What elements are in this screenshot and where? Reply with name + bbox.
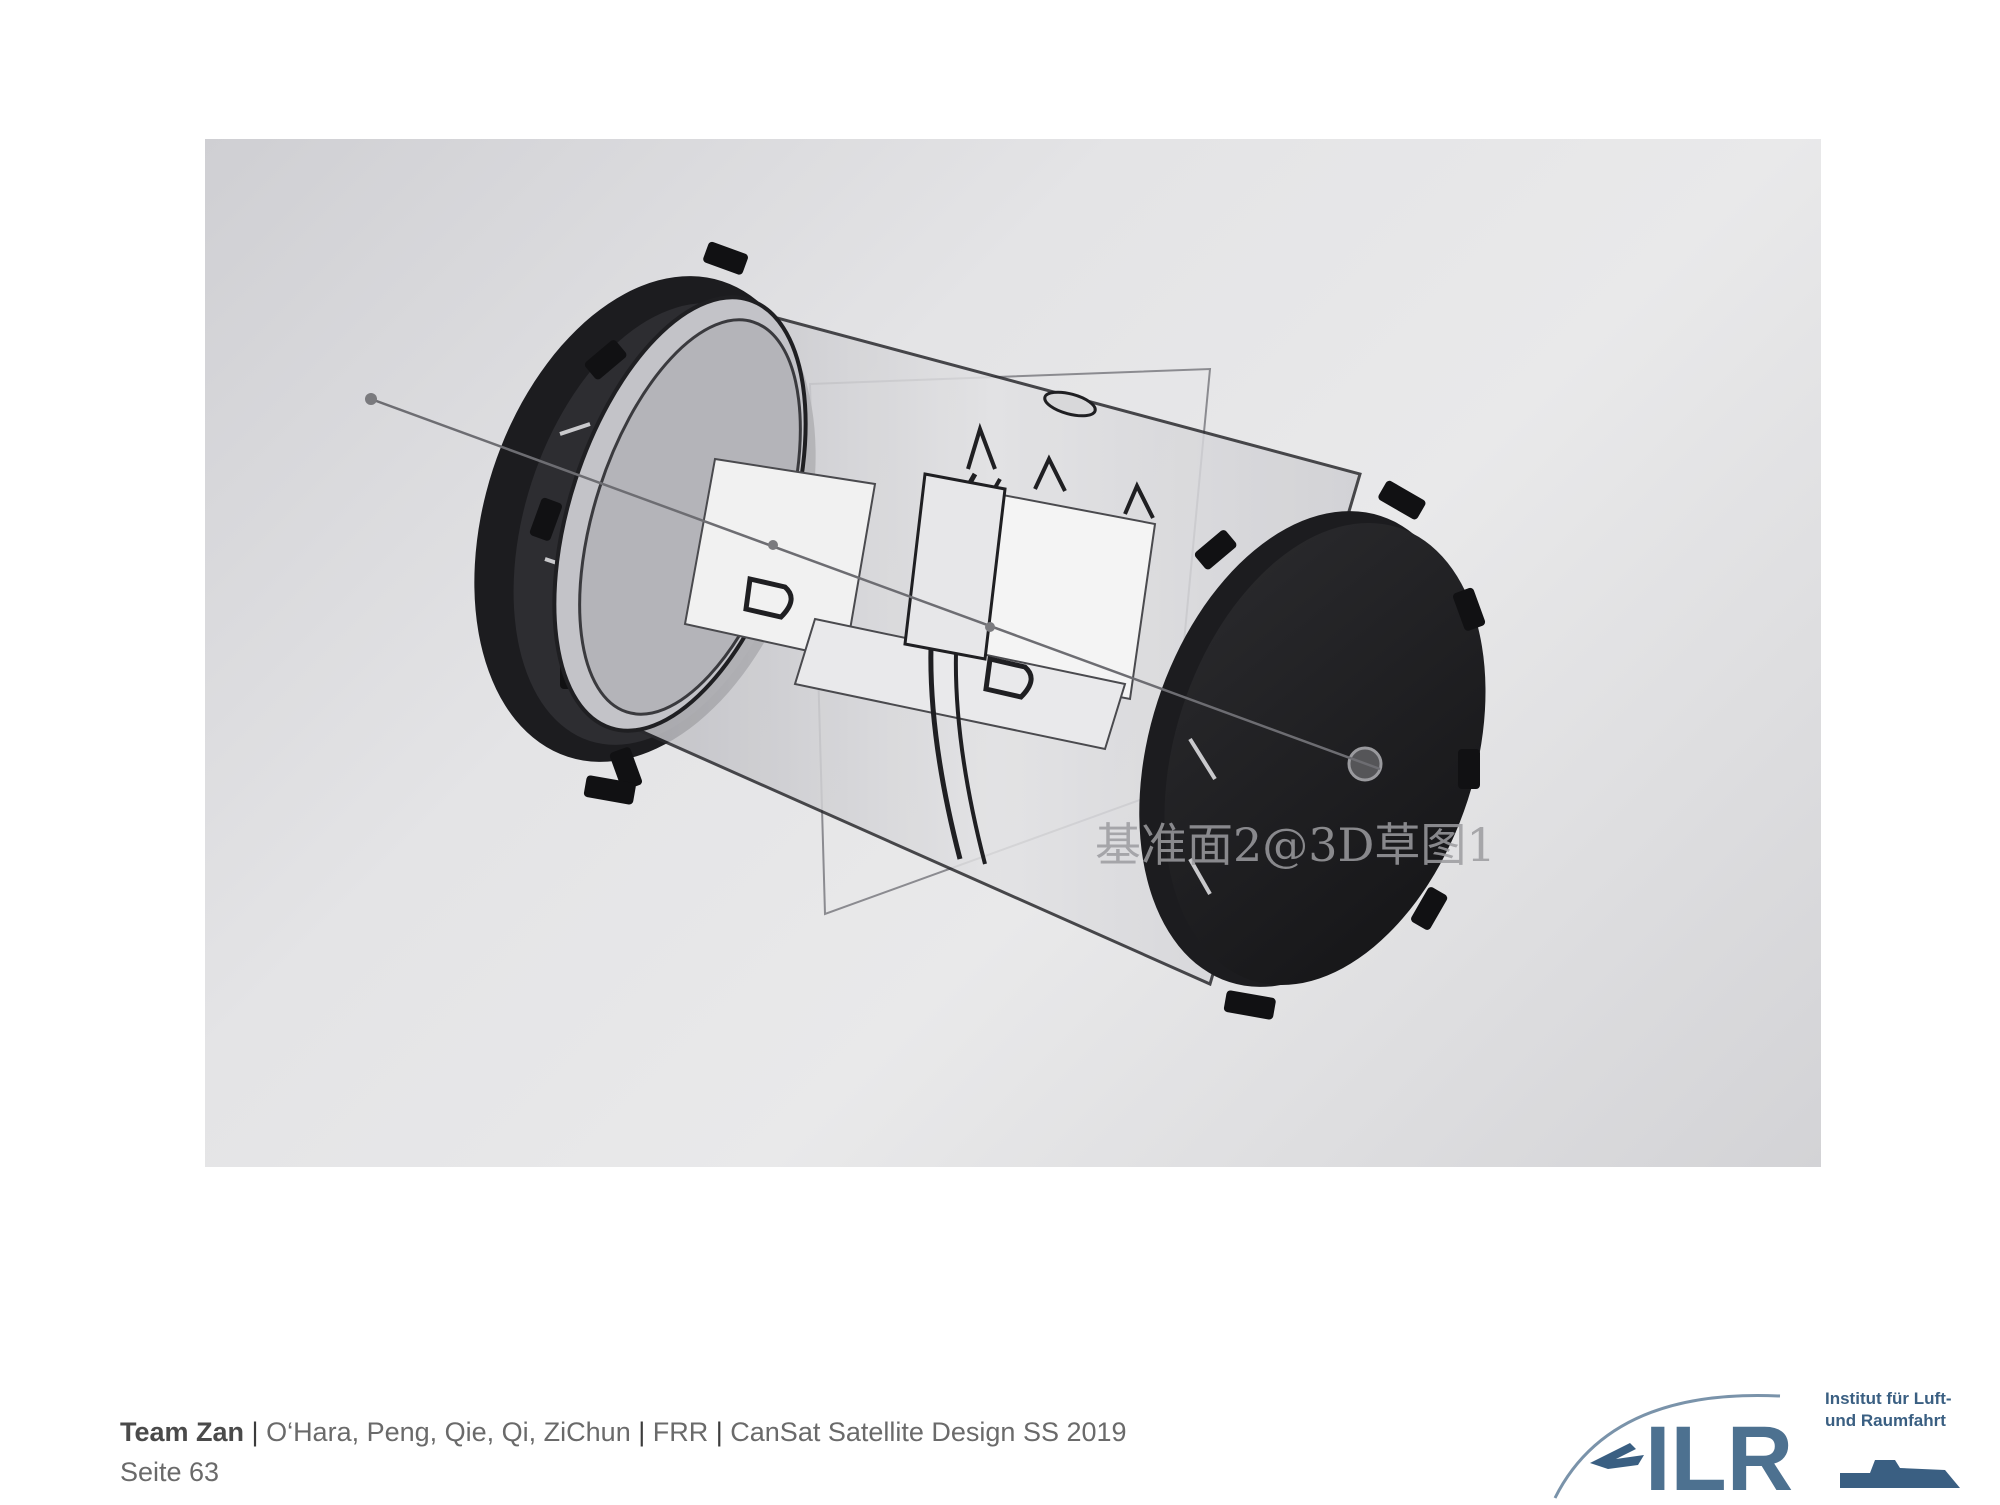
separator: | bbox=[708, 1417, 731, 1447]
sketch-label: 基准面2@3D草图1 bbox=[1095, 818, 1496, 872]
ilr-logo-mark: ILR bbox=[1553, 1393, 1960, 1505]
institute-line-1: Institut für Luft- bbox=[1825, 1389, 1952, 1408]
institute-line-2: und Raumfahrt bbox=[1825, 1411, 1946, 1430]
page-number: Seite 63 bbox=[120, 1457, 220, 1487]
cansat-rover-model: 基准面2@3D草图1 bbox=[365, 241, 1496, 1020]
footer-line-1: Team Zan | O‘Hara, Peng, Qie, Qi, ZiChun… bbox=[120, 1412, 1127, 1452]
right-wheel bbox=[1139, 480, 1486, 1020]
axis-line bbox=[370, 397, 1381, 771]
cad-render-photo: 基准面2@3D草图1 bbox=[205, 139, 1821, 1167]
separator: | bbox=[244, 1417, 267, 1447]
separator: | bbox=[630, 1417, 653, 1447]
review-stage: FRR bbox=[652, 1417, 709, 1447]
axis-endpoint bbox=[365, 393, 377, 405]
ilr-logo: ILR Institut für Luft- und Raumfahrt bbox=[1550, 1378, 1980, 1505]
team-name: Team Zan bbox=[120, 1417, 245, 1447]
logo-letters: ILR bbox=[1645, 1408, 1793, 1500]
slide-footer: Team Zan | O‘Hara, Peng, Qie, Qi, ZiChun… bbox=[120, 1412, 1127, 1492]
team-members: O‘Hara, Peng, Qie, Qi, ZiChun bbox=[266, 1417, 631, 1447]
course-title: CanSat Satellite Design SS 2019 bbox=[730, 1417, 1127, 1447]
institute-name: Institut für Luft- und Raumfahrt bbox=[1825, 1388, 1952, 1432]
